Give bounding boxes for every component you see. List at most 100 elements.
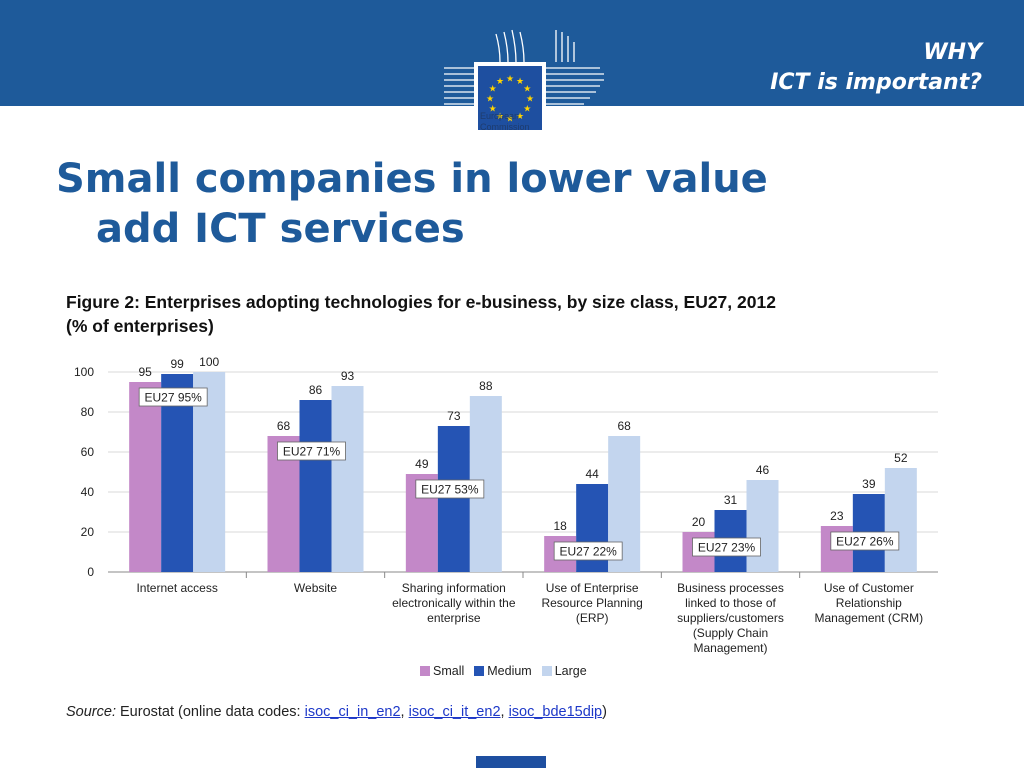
bar-medium [299, 400, 332, 572]
y-tick-label: 80 [81, 405, 95, 419]
data-label: 93 [341, 369, 355, 383]
link-isoc-ci-in-en2[interactable]: isoc_ci_in_en2 [304, 704, 401, 720]
eu27-box [415, 479, 485, 499]
data-label: 39 [862, 477, 876, 491]
category-label: Use of Customer Relationship Management (C… [814, 581, 923, 625]
category-label-line: Business processes [677, 581, 784, 595]
legend-item-large: Large [541, 664, 587, 678]
logo-text: European Commission [480, 111, 530, 132]
link-isoc-bde15dip[interactable]: isoc_bde15dip [508, 704, 603, 720]
data-label: 86 [309, 383, 323, 397]
data-label: 99 [170, 357, 184, 371]
legend-swatch-medium [474, 666, 485, 676]
flag-star: ★ [526, 95, 534, 105]
bottom-tab [476, 756, 546, 768]
category-label: Use of Enterprise Resource Planning (ERP) [541, 581, 642, 625]
eu-flag-icon: ★ ★ ★ ★ ★ ★ ★ ★ ★ ★ ★ ★ [478, 66, 542, 130]
chart-legend: Small Medium Large [420, 664, 587, 678]
flag-star: ★ [486, 95, 494, 105]
flag-star: ★ [523, 85, 531, 95]
y-tick-label: 0 [87, 565, 94, 579]
why-line1: WHY [923, 40, 982, 65]
bar-medium [437, 426, 470, 572]
category-label: Business processes linked to those of supp… [677, 581, 784, 655]
source-note: Source: Eurostat (online data codes: iso… [66, 704, 607, 720]
eu27-box [138, 387, 208, 407]
why-line2: ICT is important? [770, 70, 982, 95]
flag-star: ★ [496, 112, 504, 122]
eu27-label: EU27 22% [559, 545, 617, 559]
flag-star: ★ [506, 75, 514, 85]
category-label: Internet access [136, 581, 217, 595]
data-label: 52 [894, 451, 908, 465]
eu27-box [277, 441, 346, 461]
figure-title-line1: Figure 2: Enterprises adopting technolog… [66, 292, 776, 312]
category-label-line: linked to those of [685, 596, 776, 610]
data-label: 23 [830, 509, 844, 523]
eu27-label: EU27 23% [698, 541, 756, 555]
link-isoc-ci-it-en2[interactable]: isoc_ci_it_en2 [408, 704, 501, 720]
category-label-line: enterprise [427, 611, 481, 625]
flag-star: ★ [516, 77, 524, 87]
logo-stripes [444, 29, 604, 105]
title-line2: add ICT services [96, 206, 465, 252]
category-label-line: (Supply Chain [693, 626, 768, 640]
category-label-line: electronically within the [392, 596, 516, 610]
category-label-line: (ERP) [576, 611, 609, 625]
eu27-label: EU27 95% [144, 391, 202, 405]
bar-medium [161, 374, 194, 572]
data-label: 44 [585, 467, 599, 481]
category-label-line: Website [294, 581, 337, 595]
y-tick-label: 100 [74, 365, 94, 379]
flag-star: ★ [489, 85, 497, 95]
data-label: 31 [724, 493, 738, 507]
category-label: Sharing information electronically within… [392, 581, 516, 625]
data-label: 20 [692, 515, 706, 529]
data-label: 100 [199, 355, 219, 369]
legend-item-medium: Medium [474, 664, 532, 678]
flag-star: ★ [516, 112, 524, 122]
flag-star: ★ [506, 115, 514, 125]
figure-title: Figure 2: Enterprises adopting technolog… [66, 290, 946, 338]
category-label: Website [294, 581, 337, 595]
flag-star: ★ [489, 105, 497, 115]
page-title: Small companies in lower value add ICT s… [56, 154, 768, 254]
eu27-box [553, 541, 623, 561]
bar-large [331, 386, 364, 572]
category-label-line: Use of Enterprise [546, 581, 639, 595]
y-tick-label: 20 [81, 525, 95, 539]
european-commission-logo: ★ ★ ★ ★ ★ ★ ★ ★ ★ ★ ★ ★ European Commission [440, 28, 610, 166]
data-label: 49 [415, 457, 429, 471]
eu27-label: EU27 26% [836, 535, 894, 549]
category-label-line: suppliers/customers [677, 611, 784, 625]
source-text: Eurostat (online data codes: [120, 704, 301, 720]
figure-title-line2: (% of enterprises) [66, 316, 214, 336]
legend-item-small: Small [420, 664, 464, 678]
category-label-line: Management (CRM) [814, 611, 923, 625]
data-label: 18 [553, 519, 567, 533]
eu27-box [830, 531, 900, 551]
data-label: 73 [447, 409, 461, 423]
data-label: 88 [479, 379, 493, 393]
y-tick-label: 60 [81, 445, 95, 459]
flag-star: ★ [496, 77, 504, 87]
data-label: 95 [138, 365, 152, 379]
bar-large [884, 468, 917, 572]
eu27-label: EU27 53% [421, 483, 479, 497]
data-label: 68 [277, 419, 291, 433]
eu27-box [692, 537, 761, 557]
flag-star: ★ [523, 105, 531, 115]
category-label-line: Management) [693, 641, 767, 655]
legend-swatch-small [420, 666, 430, 676]
header-why: WHY ICT is important? [770, 38, 982, 98]
category-label-line: Internet access [136, 581, 217, 595]
source-label: Source: [66, 704, 116, 720]
category-label-line: Sharing information [402, 581, 506, 595]
bar-chart: 0 20 40 60 80 100 95 99 100 EU27 95% Internet acce… [74, 355, 938, 655]
eu27-label: EU27 71% [283, 445, 341, 459]
legend-swatch-large [541, 666, 552, 676]
data-label: 46 [756, 463, 770, 477]
title-line1: Small companies in lower value [56, 156, 768, 202]
category-label-line: Relationship [836, 596, 902, 610]
bar-small [129, 382, 162, 572]
